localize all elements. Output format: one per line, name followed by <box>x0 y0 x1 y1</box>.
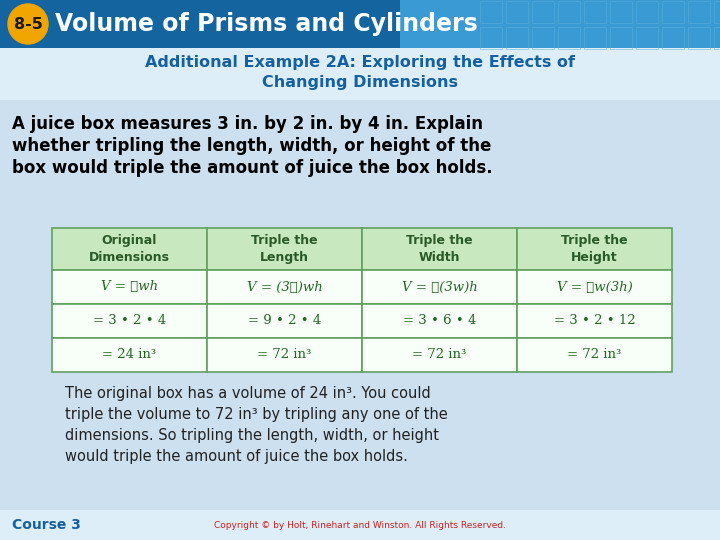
Bar <box>688 1 710 23</box>
Bar <box>207 270 362 304</box>
Bar <box>52 228 207 270</box>
Text: = 72 in³: = 72 in³ <box>567 348 621 361</box>
Bar <box>714 1 720 23</box>
Text: V = ℓ(3w)h: V = ℓ(3w)h <box>402 280 477 294</box>
Bar <box>610 27 632 49</box>
Text: The original box has a volume of 24 in³. You could: The original box has a volume of 24 in³.… <box>65 386 431 401</box>
Text: = 24 in³: = 24 in³ <box>102 348 156 361</box>
Bar <box>517 270 672 304</box>
Bar <box>662 27 684 49</box>
Bar <box>558 1 580 23</box>
Circle shape <box>8 4 48 44</box>
Bar <box>362 304 517 338</box>
Bar <box>362 338 517 372</box>
Bar <box>662 1 684 23</box>
Bar <box>52 304 207 338</box>
Text: Additional Example 2A: Exploring the Effects of: Additional Example 2A: Exploring the Eff… <box>145 56 575 71</box>
Text: Volume of Prisms and Cylinders: Volume of Prisms and Cylinders <box>55 12 478 37</box>
Bar <box>506 1 528 23</box>
Bar <box>0 100 720 520</box>
Text: Changing Dimensions: Changing Dimensions <box>262 75 458 90</box>
Bar <box>688 27 710 49</box>
Bar <box>532 27 554 49</box>
Text: dimensions. So tripling the length, width, or height: dimensions. So tripling the length, widt… <box>65 428 439 443</box>
Text: Triple the
Height: Triple the Height <box>561 234 628 264</box>
Bar <box>362 270 517 304</box>
Bar <box>0 0 400 48</box>
Bar <box>0 48 720 100</box>
Bar <box>517 338 672 372</box>
Bar <box>636 27 658 49</box>
Text: whether tripling the length, width, or height of the: whether tripling the length, width, or h… <box>12 137 491 155</box>
Text: = 3 • 2 • 4: = 3 • 2 • 4 <box>93 314 166 327</box>
Bar <box>480 27 502 49</box>
Bar <box>0 510 720 540</box>
Text: = 9 • 2 • 4: = 9 • 2 • 4 <box>248 314 321 327</box>
Bar <box>517 228 672 270</box>
Text: = 72 in³: = 72 in³ <box>413 348 467 361</box>
Text: box would triple the amount of juice the box holds.: box would triple the amount of juice the… <box>12 159 492 177</box>
Bar <box>207 304 362 338</box>
Bar <box>480 1 502 23</box>
Bar <box>506 27 528 49</box>
Bar <box>714 27 720 49</box>
Bar <box>400 0 720 48</box>
Text: 8-5: 8-5 <box>14 17 42 32</box>
Text: Original
Dimensions: Original Dimensions <box>89 234 170 264</box>
Bar <box>636 1 658 23</box>
Bar <box>517 304 672 338</box>
Text: triple the volume to 72 in³ by tripling any one of the: triple the volume to 72 in³ by tripling … <box>65 407 448 422</box>
Bar <box>610 1 632 23</box>
Bar <box>558 27 580 49</box>
Bar <box>584 27 606 49</box>
Text: V = ℓw(3h): V = ℓw(3h) <box>557 280 632 294</box>
Text: = 3 • 2 • 12: = 3 • 2 • 12 <box>554 314 635 327</box>
Text: Triple the
Width: Triple the Width <box>406 234 473 264</box>
Bar <box>362 228 517 270</box>
Text: Course 3: Course 3 <box>12 518 81 532</box>
Bar <box>584 1 606 23</box>
Text: V = (3ℓ)wh: V = (3ℓ)wh <box>247 280 323 294</box>
Text: = 3 • 6 • 4: = 3 • 6 • 4 <box>402 314 476 327</box>
Text: Copyright © by Holt, Rinehart and Winston. All Rights Reserved.: Copyright © by Holt, Rinehart and Winsto… <box>214 521 506 530</box>
Text: Triple the
Length: Triple the Length <box>251 234 318 264</box>
Bar <box>207 228 362 270</box>
Text: V = ℓwh: V = ℓwh <box>101 280 158 294</box>
Bar <box>52 270 207 304</box>
Text: = 72 in³: = 72 in³ <box>257 348 312 361</box>
Text: A juice box measures 3 in. by 2 in. by 4 in. Explain: A juice box measures 3 in. by 2 in. by 4… <box>12 115 483 133</box>
Bar <box>532 1 554 23</box>
Bar <box>52 338 207 372</box>
Bar <box>207 338 362 372</box>
Text: would triple the amount of juice the box holds.: would triple the amount of juice the box… <box>65 449 408 464</box>
